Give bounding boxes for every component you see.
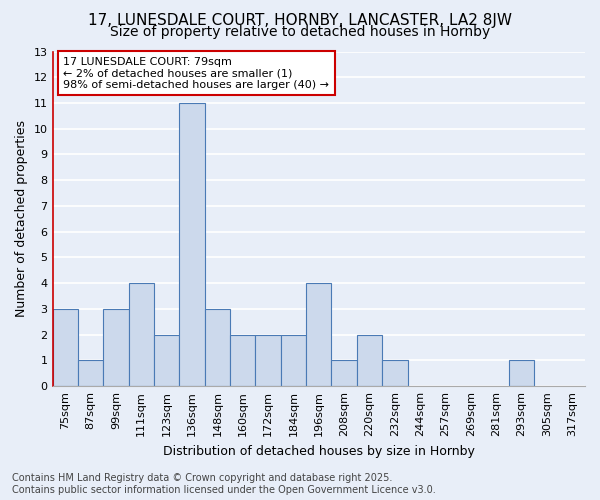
Bar	[256, 334, 281, 386]
Text: 17 LUNESDALE COURT: 79sqm
← 2% of detached houses are smaller (1)
98% of semi-de: 17 LUNESDALE COURT: 79sqm ← 2% of detach…	[63, 56, 329, 90]
Bar	[357, 334, 382, 386]
Bar	[53, 309, 78, 386]
Bar	[179, 103, 205, 386]
Bar	[331, 360, 357, 386]
Text: Contains HM Land Registry data © Crown copyright and database right 2025.
Contai: Contains HM Land Registry data © Crown c…	[12, 474, 436, 495]
Bar	[230, 334, 256, 386]
Bar	[281, 334, 306, 386]
Bar	[103, 309, 128, 386]
X-axis label: Distribution of detached houses by size in Hornby: Distribution of detached houses by size …	[163, 444, 475, 458]
Bar	[128, 283, 154, 386]
Bar	[205, 309, 230, 386]
Bar	[154, 334, 179, 386]
Bar	[306, 283, 331, 386]
Bar	[382, 360, 407, 386]
Text: Size of property relative to detached houses in Hornby: Size of property relative to detached ho…	[110, 25, 490, 39]
Y-axis label: Number of detached properties: Number of detached properties	[15, 120, 28, 318]
Bar	[78, 360, 103, 386]
Text: 17, LUNESDALE COURT, HORNBY, LANCASTER, LA2 8JW: 17, LUNESDALE COURT, HORNBY, LANCASTER, …	[88, 12, 512, 28]
Bar	[509, 360, 534, 386]
